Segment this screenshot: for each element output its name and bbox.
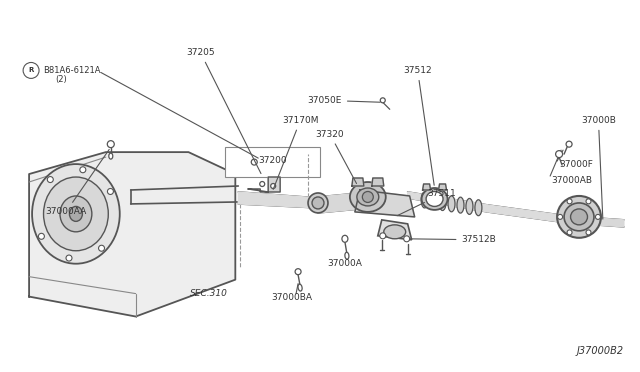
Text: J37000B2: J37000B2 [577, 346, 624, 356]
Ellipse shape [571, 209, 588, 225]
Ellipse shape [308, 193, 328, 213]
Text: 37000B: 37000B [581, 116, 616, 219]
Polygon shape [408, 192, 488, 212]
Ellipse shape [357, 188, 379, 206]
Polygon shape [372, 178, 384, 186]
Ellipse shape [108, 141, 115, 148]
Ellipse shape [99, 245, 104, 251]
Ellipse shape [271, 183, 276, 189]
Ellipse shape [350, 182, 386, 212]
Ellipse shape [439, 195, 446, 211]
Polygon shape [422, 184, 431, 190]
Bar [225, 147, 320, 177]
Ellipse shape [32, 164, 120, 264]
Ellipse shape [466, 198, 473, 214]
Text: 37050E: 37050E [308, 96, 380, 105]
Text: R: R [28, 67, 34, 73]
Ellipse shape [260, 182, 265, 186]
Ellipse shape [421, 192, 428, 208]
Text: (2): (2) [55, 75, 67, 84]
Ellipse shape [380, 233, 386, 239]
Ellipse shape [567, 230, 572, 235]
Ellipse shape [595, 214, 600, 219]
Polygon shape [248, 177, 280, 192]
Ellipse shape [298, 284, 302, 291]
Ellipse shape [342, 235, 348, 242]
Ellipse shape [556, 151, 563, 158]
Text: 37000AA: 37000AA [45, 150, 109, 217]
Ellipse shape [252, 159, 257, 165]
Ellipse shape [557, 196, 601, 238]
Ellipse shape [295, 269, 301, 275]
Polygon shape [352, 178, 364, 186]
Text: 37170M: 37170M [273, 116, 319, 189]
Ellipse shape [422, 188, 447, 210]
Polygon shape [378, 220, 412, 240]
Text: SEC.310: SEC.310 [189, 289, 227, 298]
Text: 37511: 37511 [397, 189, 456, 216]
Ellipse shape [457, 197, 464, 213]
Text: 37512: 37512 [403, 66, 434, 185]
Ellipse shape [404, 236, 410, 242]
Ellipse shape [47, 177, 53, 183]
Text: B81A6-6121A: B81A6-6121A [43, 66, 100, 75]
Text: 37000F: 37000F [559, 160, 593, 169]
Ellipse shape [566, 141, 572, 147]
Text: 37000BA: 37000BA [271, 293, 312, 302]
Ellipse shape [345, 252, 349, 259]
Ellipse shape [426, 192, 443, 206]
Ellipse shape [448, 196, 455, 212]
Polygon shape [318, 193, 360, 213]
Text: 37320: 37320 [316, 130, 356, 183]
Polygon shape [438, 184, 447, 190]
Ellipse shape [430, 193, 437, 209]
Ellipse shape [380, 98, 385, 103]
Ellipse shape [66, 255, 72, 261]
Ellipse shape [44, 177, 108, 251]
Ellipse shape [109, 153, 113, 159]
Text: 37205: 37205 [186, 48, 261, 174]
Ellipse shape [80, 167, 86, 173]
Ellipse shape [384, 225, 406, 239]
Text: 37512B: 37512B [410, 235, 496, 244]
Polygon shape [355, 190, 415, 217]
Text: 37200: 37200 [258, 155, 287, 164]
Circle shape [23, 62, 39, 78]
Ellipse shape [69, 206, 83, 221]
Ellipse shape [564, 203, 594, 231]
Ellipse shape [557, 214, 563, 219]
Ellipse shape [586, 199, 591, 204]
Ellipse shape [362, 192, 373, 202]
Ellipse shape [60, 196, 92, 232]
Ellipse shape [312, 197, 324, 209]
Text: 37000A: 37000A [328, 259, 362, 268]
Ellipse shape [38, 233, 44, 239]
Polygon shape [488, 205, 567, 223]
Ellipse shape [586, 230, 591, 235]
Ellipse shape [475, 200, 482, 216]
Polygon shape [29, 152, 236, 317]
Text: 37000AB: 37000AB [551, 176, 592, 185]
Polygon shape [238, 192, 318, 208]
Polygon shape [567, 216, 624, 227]
Ellipse shape [567, 199, 572, 204]
Ellipse shape [108, 189, 113, 195]
